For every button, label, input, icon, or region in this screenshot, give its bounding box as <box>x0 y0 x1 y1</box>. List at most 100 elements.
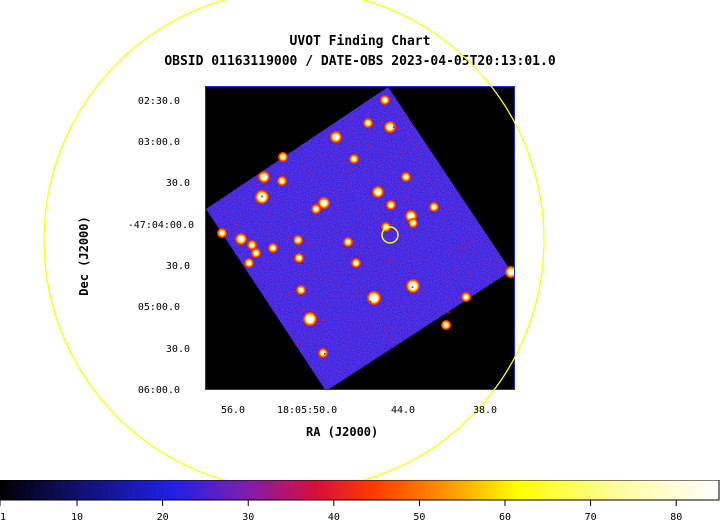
star <box>383 98 387 102</box>
noise-speck <box>401 151 404 153</box>
star <box>464 295 468 299</box>
noise-speck <box>266 186 268 189</box>
star <box>281 155 285 159</box>
ra-tick: 56.0 <box>221 405 246 416</box>
star <box>280 179 284 183</box>
noise-speck <box>405 194 408 197</box>
noise-speck <box>430 189 433 192</box>
star <box>375 189 381 195</box>
sky-image <box>206 87 514 389</box>
noise-speck <box>470 272 472 275</box>
noise-speck <box>393 291 395 293</box>
noise-speck <box>302 336 304 339</box>
noise-speck <box>302 167 305 170</box>
noise-speck <box>338 194 340 197</box>
noise-speck <box>369 300 372 303</box>
noise-speck <box>362 328 365 331</box>
noise-speck <box>442 211 445 213</box>
ra-tick: 44.0 <box>391 405 416 416</box>
noise-speck <box>428 178 431 181</box>
noise-speck <box>461 247 464 250</box>
exposure-noise <box>206 87 511 389</box>
noise-speck <box>324 352 326 355</box>
noise-speck <box>321 374 324 376</box>
star <box>261 174 267 180</box>
noise-speck <box>354 203 356 206</box>
noise-speck <box>364 174 366 176</box>
noise-speck <box>422 189 424 192</box>
noise-speck <box>348 341 351 343</box>
noise-speck <box>346 256 349 259</box>
noise-speck <box>464 246 467 248</box>
noise-speck <box>368 144 370 146</box>
noise-speck <box>261 195 263 198</box>
noise-speck <box>289 294 291 296</box>
noise-speck <box>352 117 354 120</box>
noise-speck <box>385 331 388 334</box>
noise-speck <box>236 212 239 215</box>
noise-speck <box>324 279 327 282</box>
star <box>220 231 224 235</box>
noise-speck <box>392 269 395 272</box>
star <box>238 236 244 242</box>
noise-speck <box>316 216 319 219</box>
noise-speck <box>338 266 341 269</box>
noise-speck <box>265 184 268 187</box>
noise-speck <box>353 255 355 258</box>
star <box>346 240 350 244</box>
noise-speck <box>343 161 345 164</box>
noise-speck <box>335 368 337 371</box>
noise-speck <box>336 195 338 198</box>
noise-speck <box>392 126 395 128</box>
star <box>306 315 314 323</box>
noise-speck <box>406 189 409 192</box>
noise-speck <box>439 234 442 237</box>
noise-speck <box>368 264 371 267</box>
colorbar-tick-label: 10 <box>71 512 84 523</box>
star <box>250 243 254 247</box>
noise-speck <box>406 132 409 134</box>
star <box>432 205 436 209</box>
noise-speck <box>412 271 414 274</box>
star <box>352 157 356 161</box>
noise-speck <box>443 310 446 313</box>
colorbar-gradient <box>0 480 720 501</box>
star <box>314 207 318 211</box>
colorbar-tick-label: 50 <box>413 512 426 523</box>
noise-speck <box>389 257 391 260</box>
noise-speck <box>409 126 412 128</box>
star <box>444 323 448 327</box>
noise-speck <box>311 295 313 298</box>
star <box>296 238 300 242</box>
colorbar-tick-label: 1 <box>0 512 7 523</box>
noise-speck <box>407 134 410 137</box>
noise-speck <box>278 314 281 316</box>
chart-title: UVOT Finding Chart <box>289 34 431 49</box>
noise-speck <box>412 268 414 271</box>
dec-tick: 03:00.0 <box>137 137 180 148</box>
noise-speck <box>374 172 377 175</box>
noise-speck <box>282 173 284 176</box>
noise-speck <box>314 312 317 314</box>
noise-speck <box>231 198 234 201</box>
noise-speck <box>300 197 303 199</box>
noise-speck <box>351 278 354 281</box>
noise-speck <box>244 198 246 201</box>
dec-tick: 30.0 <box>165 261 190 272</box>
y-axis-label: Dec (J2000) <box>77 216 91 296</box>
noise-speck <box>416 145 418 148</box>
noise-speck <box>395 197 397 200</box>
noise-speck <box>338 286 340 288</box>
sky-image-frame <box>205 86 515 390</box>
noise-speck <box>436 171 439 174</box>
noise-speck <box>316 322 318 325</box>
star <box>409 282 417 290</box>
noise-speck <box>369 152 372 155</box>
colorbar-tick-label: 20 <box>156 512 169 523</box>
noise-speck <box>387 165 389 167</box>
noise-speck <box>298 224 300 227</box>
noise-speck <box>408 310 411 313</box>
noise-speck <box>403 306 406 308</box>
noise-speck <box>359 211 362 213</box>
noise-speck <box>312 197 314 199</box>
